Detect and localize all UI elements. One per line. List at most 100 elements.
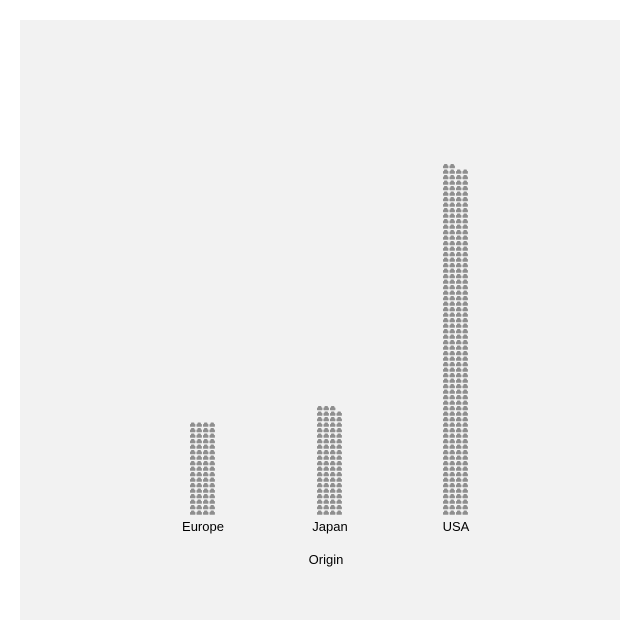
car-icon [196, 488, 202, 493]
car-icon [443, 477, 449, 482]
car-icon [456, 433, 462, 438]
car-icon [449, 279, 455, 284]
car-icon [443, 433, 449, 438]
car-icon [443, 224, 449, 229]
car-icon [443, 202, 449, 207]
car-icon [196, 510, 202, 515]
car-icon [456, 505, 462, 510]
car-icon [449, 246, 455, 251]
car-icon [336, 510, 342, 515]
car-icon [456, 230, 462, 235]
car-icon [462, 279, 468, 284]
car-icon [462, 296, 468, 301]
car-icon [462, 510, 468, 515]
car-icon [336, 488, 342, 493]
car-icon [203, 428, 209, 433]
car-icon [456, 488, 462, 493]
car-icon [190, 494, 196, 499]
car-icon [336, 428, 342, 433]
car-icon [449, 290, 455, 295]
car-icon [462, 362, 468, 367]
car-icon [196, 472, 202, 477]
car-icon [462, 290, 468, 295]
car-icon [449, 164, 455, 169]
car-icon [196, 461, 202, 466]
car-icon [449, 400, 455, 405]
car-icon [462, 400, 468, 405]
car-icon [443, 483, 449, 488]
car-icon [449, 301, 455, 306]
car-icon [443, 334, 449, 339]
car-icon [449, 307, 455, 312]
car-icon [449, 351, 455, 356]
car-icon [443, 466, 449, 471]
car-icon [323, 406, 329, 411]
car-icon [443, 378, 449, 383]
car-icon [443, 164, 449, 169]
car-icon [190, 450, 196, 455]
car-icon [196, 450, 202, 455]
car-icon [462, 406, 468, 411]
car-icon [336, 444, 342, 449]
car-icon [317, 510, 323, 515]
car-icon [203, 466, 209, 471]
car-icon [203, 455, 209, 460]
car-icon [330, 450, 336, 455]
car-icon [209, 444, 215, 449]
car-icon [456, 428, 462, 433]
car-icon [443, 318, 449, 323]
car-icon [456, 257, 462, 262]
car-icon [462, 345, 468, 350]
car-icon [443, 367, 449, 372]
car-icon [203, 499, 209, 504]
car-icon [462, 219, 468, 224]
car-icon [209, 499, 215, 504]
car-icon [323, 488, 329, 493]
car-icon [462, 213, 468, 218]
car-icon [323, 444, 329, 449]
car-icon [449, 499, 455, 504]
car-icon [462, 450, 468, 455]
car-icon [443, 246, 449, 251]
car-icon [449, 367, 455, 372]
car-icon [330, 494, 336, 499]
car-icon [456, 241, 462, 246]
car-icon [462, 186, 468, 191]
car-icon [443, 400, 449, 405]
car-icon [462, 466, 468, 471]
car-icon [209, 422, 215, 427]
car-icon [317, 417, 323, 422]
car-icon [456, 499, 462, 504]
car-icon [203, 472, 209, 477]
car-icon [317, 444, 323, 449]
car-icon [456, 279, 462, 284]
car-icon [449, 219, 455, 224]
car-icon [456, 224, 462, 229]
car-icon [190, 433, 196, 438]
car-icon [462, 301, 468, 306]
car-icon [443, 230, 449, 235]
car-icon [456, 197, 462, 202]
car-icon [203, 483, 209, 488]
car-icon [196, 439, 202, 444]
car-icon [317, 461, 323, 466]
car-icon [323, 422, 329, 427]
car-icon [456, 389, 462, 394]
car-icon [456, 252, 462, 257]
car-icon [456, 483, 462, 488]
car-icon [443, 235, 449, 240]
car-icon [203, 494, 209, 499]
car-icon [462, 169, 468, 174]
car-icon [443, 213, 449, 218]
car-icon [443, 197, 449, 202]
car-icon [462, 395, 468, 400]
car-icon [462, 422, 468, 427]
x-tick-label-japan: Japan [312, 519, 347, 534]
car-icon [330, 411, 336, 416]
car-icon [456, 494, 462, 499]
car-icon [330, 499, 336, 504]
car-icon [456, 351, 462, 356]
car-icon [443, 389, 449, 394]
car-icon [456, 395, 462, 400]
car-icon [462, 202, 468, 207]
